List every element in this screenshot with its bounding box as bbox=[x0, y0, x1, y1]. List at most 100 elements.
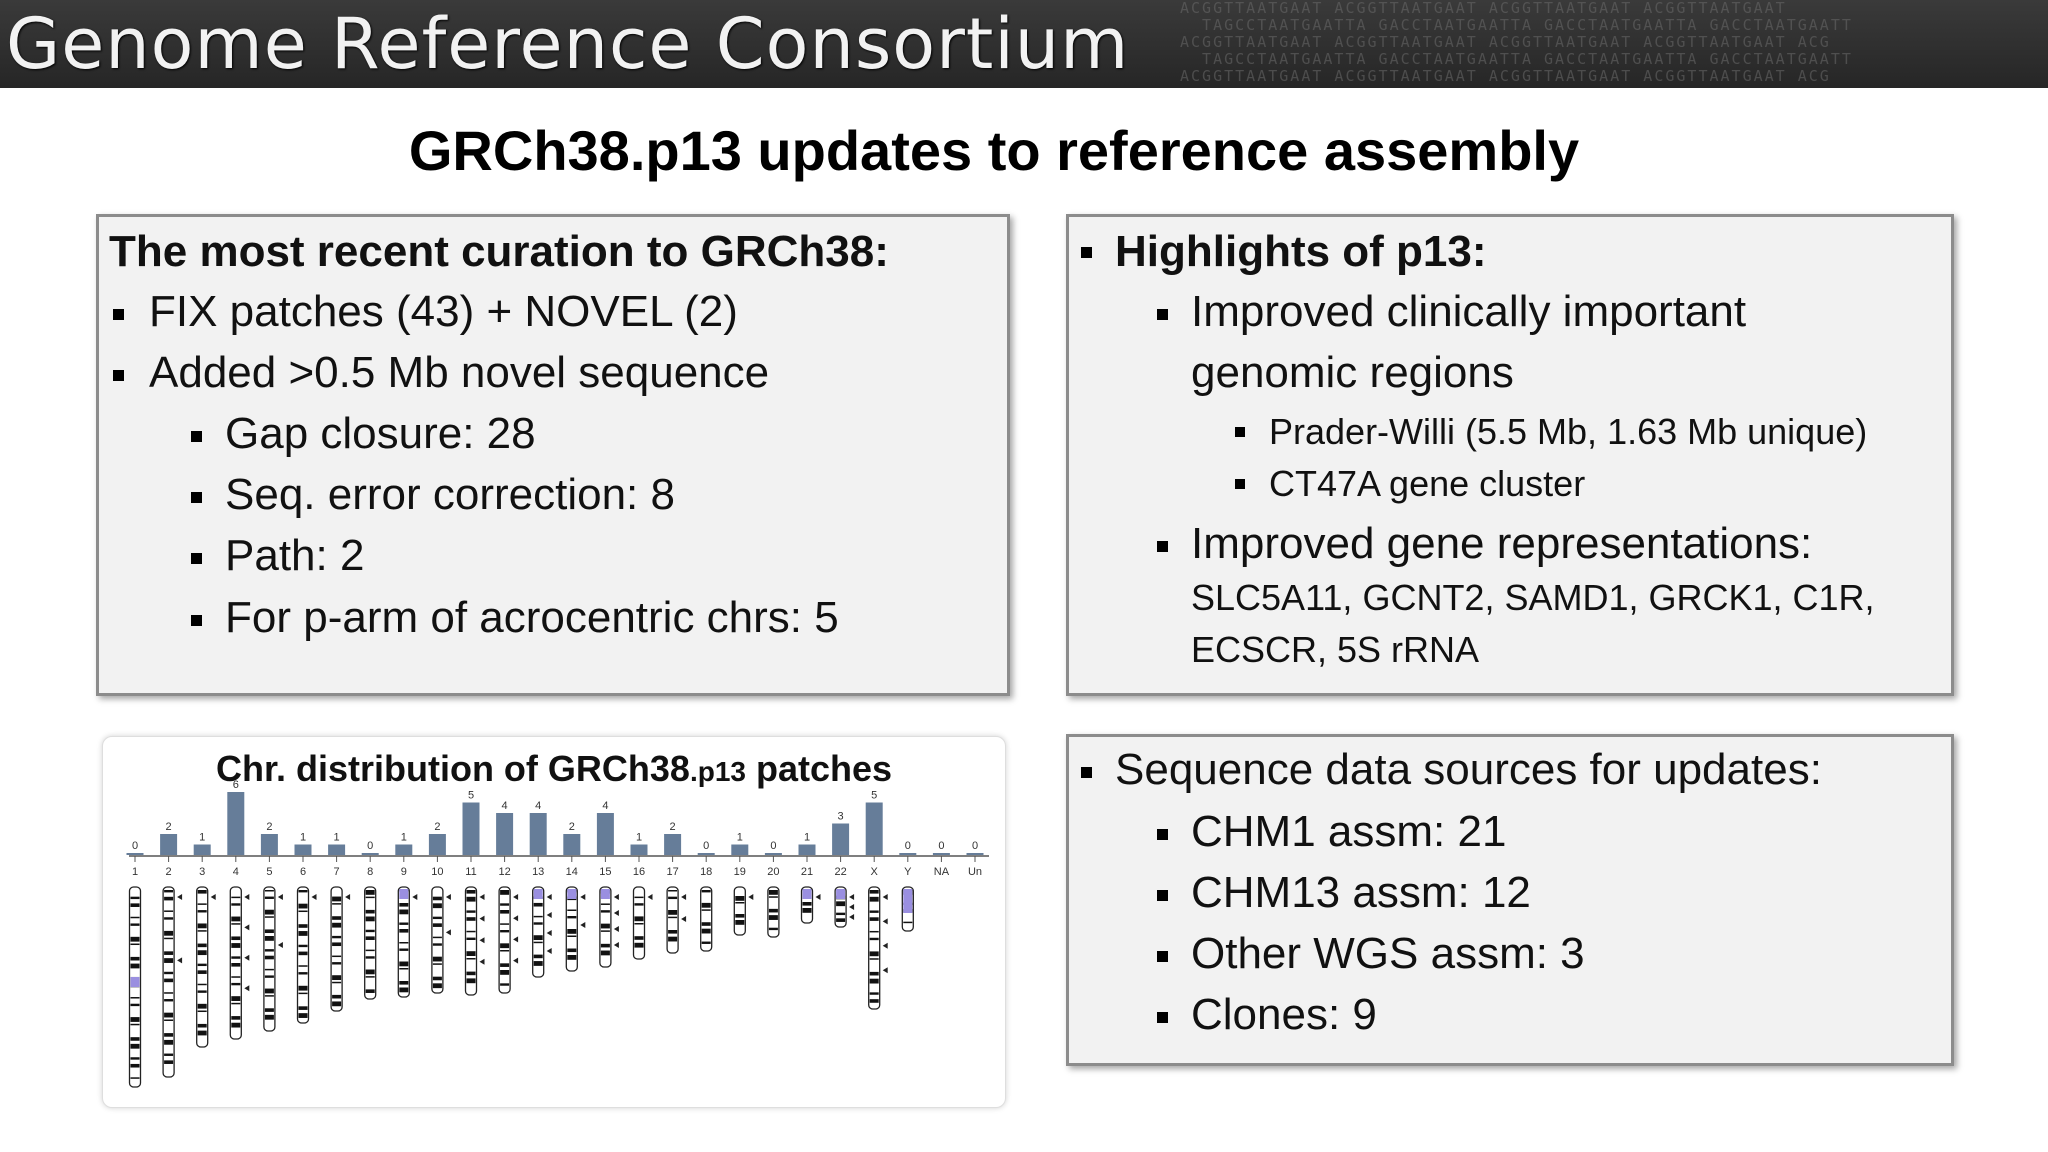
patch-marker-icon bbox=[613, 894, 619, 900]
ideogram-band bbox=[836, 912, 846, 916]
ideogram-band bbox=[399, 903, 409, 907]
ideogram-band bbox=[500, 983, 510, 986]
ideogram-band bbox=[600, 903, 610, 905]
bar-chr-1 bbox=[126, 853, 144, 855]
ideogram-band bbox=[735, 920, 745, 925]
ideogram-band bbox=[231, 996, 241, 1001]
ideogram-band bbox=[197, 903, 207, 905]
patch-marker-icon bbox=[748, 894, 754, 900]
ideogram-band bbox=[264, 909, 274, 915]
curation-subitem: Seq. error correction: 8 bbox=[225, 470, 675, 519]
ideogram-band bbox=[768, 908, 778, 913]
ideogram-band bbox=[130, 1003, 140, 1007]
ideogram-band bbox=[332, 903, 342, 905]
patch-marker-icon bbox=[277, 894, 283, 900]
tick-label-chr-16: 16 bbox=[633, 866, 645, 878]
ideogram-band bbox=[365, 976, 375, 978]
ideogram-band bbox=[869, 910, 879, 913]
ideogram-band bbox=[164, 978, 174, 983]
ideogram-band bbox=[130, 997, 140, 999]
chart-title-end: patches bbox=[745, 748, 893, 789]
ideogram-band bbox=[869, 951, 879, 957]
ideogram-band bbox=[197, 890, 207, 894]
ideogram-band bbox=[869, 971, 879, 976]
patch-marker-icon bbox=[546, 948, 552, 954]
ideogram-band bbox=[164, 951, 174, 955]
ideogram-band bbox=[332, 916, 342, 920]
ideogram-band bbox=[432, 916, 442, 920]
ideogram-band bbox=[365, 969, 375, 975]
patch-marker-icon bbox=[513, 894, 519, 900]
patch-marker-icon bbox=[882, 894, 888, 900]
patch-marker-icon bbox=[882, 942, 888, 949]
patch-marker-icon bbox=[479, 958, 485, 965]
ideogram-band bbox=[500, 970, 510, 975]
ideogram-accent bbox=[399, 889, 409, 899]
ideogram-band bbox=[332, 962, 342, 965]
ideogram-band bbox=[130, 956, 140, 961]
ideogram-band bbox=[264, 929, 274, 934]
bar-chr-11 bbox=[462, 802, 480, 855]
ideogram-band bbox=[668, 890, 678, 892]
patch-marker-icon bbox=[546, 894, 552, 900]
ideogram-band bbox=[500, 943, 510, 949]
tick-label-chr-18: 18 bbox=[700, 866, 712, 878]
ideogram-band bbox=[164, 937, 174, 940]
patch-marker-icon bbox=[479, 937, 485, 944]
tick-label-chr-14: 14 bbox=[566, 866, 578, 878]
ideogram-accent bbox=[903, 889, 913, 913]
data-label-chr-16: 1 bbox=[636, 832, 642, 844]
patch-marker-icon bbox=[244, 924, 250, 931]
bar-chr-2 bbox=[160, 834, 178, 855]
highlights-box: Highlights of p13: Improved clinically i… bbox=[1066, 214, 1954, 696]
ideogram-band bbox=[567, 909, 577, 911]
bar-chr-9 bbox=[395, 844, 413, 855]
ideogram-band bbox=[164, 999, 174, 1002]
patch-marker-icon bbox=[445, 894, 451, 900]
ideogram-band bbox=[197, 950, 207, 956]
bar-chr-Y bbox=[899, 853, 917, 855]
ideogram-band bbox=[332, 981, 342, 984]
ideogram-chr-8 bbox=[364, 886, 377, 1000]
ideogram-band bbox=[500, 890, 510, 895]
tick-label-chr-4: 4 bbox=[233, 866, 239, 878]
ideogram-band bbox=[634, 916, 644, 922]
ideogram-band bbox=[130, 1057, 140, 1060]
patch-marker-icon bbox=[177, 957, 183, 964]
ideogram-band bbox=[399, 981, 409, 985]
data-label-chr-1: 0 bbox=[132, 840, 138, 852]
ideogram-band bbox=[264, 936, 274, 941]
ideogram-band bbox=[466, 937, 476, 940]
ideogram-band bbox=[466, 917, 476, 921]
ideogram-band bbox=[466, 951, 476, 956]
ideogram-band bbox=[164, 917, 174, 920]
patch-marker-icon bbox=[613, 926, 619, 932]
ideogram-band bbox=[500, 963, 510, 967]
curation-subitem: For p-arm of acrocentric chrs: 5 bbox=[225, 593, 839, 642]
data-label-chr-10: 2 bbox=[434, 821, 440, 833]
sources-heading: Sequence data sources for updates: bbox=[1115, 745, 1822, 794]
patch-marker-icon bbox=[815, 894, 821, 900]
ideogram-band bbox=[231, 976, 241, 978]
ideogram-band bbox=[264, 1014, 274, 1020]
ideogram-band bbox=[130, 1063, 140, 1068]
ideogram-band bbox=[533, 961, 543, 966]
ideogram-chr-19 bbox=[733, 886, 746, 936]
ideogram-band bbox=[634, 936, 644, 940]
ideogram-chr-18 bbox=[700, 886, 713, 952]
ideogram-band bbox=[264, 916, 274, 918]
bar-chr-17 bbox=[664, 834, 682, 855]
ideogram-band bbox=[365, 890, 375, 895]
ideogram-band bbox=[332, 955, 342, 958]
ideogram-band bbox=[130, 936, 140, 942]
ideogram-band bbox=[533, 935, 543, 941]
curation-box: The most recent curation to GRCh38: FIX … bbox=[96, 214, 1010, 696]
ideogram-band bbox=[634, 942, 644, 948]
bullet-icon bbox=[1235, 427, 1245, 437]
ideogram-band bbox=[231, 956, 241, 959]
tick-label-chr-13: 13 bbox=[532, 866, 544, 878]
sources-item: CHM1 assm: 21 bbox=[1191, 807, 1507, 856]
bullet-icon bbox=[191, 615, 202, 626]
data-label-chr-15: 4 bbox=[602, 800, 608, 812]
data-label-chr-7: 1 bbox=[334, 832, 340, 844]
